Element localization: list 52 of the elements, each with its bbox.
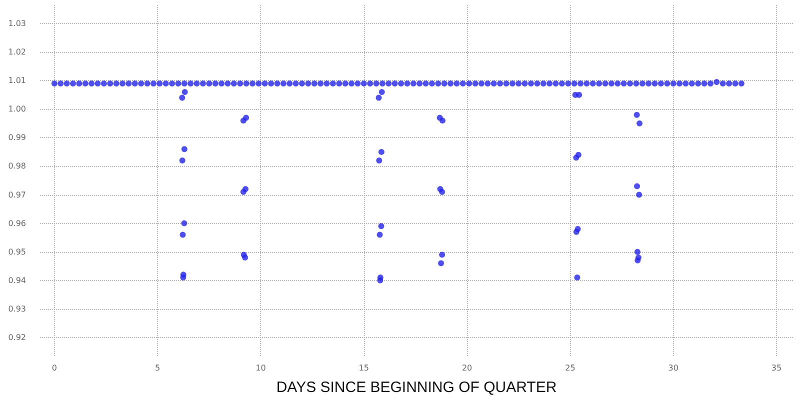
y-tick-label: 1.02 (8, 48, 26, 57)
point (376, 94, 382, 101)
y-tick-label: 0.99 (8, 133, 26, 142)
x-tick-label: 0 (52, 364, 57, 372)
y-tick-label: 0.98 (8, 162, 26, 171)
y-tick-label: 1.03 (8, 19, 26, 28)
point (378, 148, 384, 155)
point (179, 158, 186, 164)
point (439, 188, 446, 195)
y-tick-label: 0.95 (8, 247, 26, 256)
point (376, 232, 383, 238)
point (377, 277, 384, 284)
x-tick-label: 15 (358, 364, 369, 372)
point (634, 248, 640, 255)
point (243, 114, 250, 121)
y-tick-label: 0.96 (8, 218, 26, 228)
point (378, 89, 385, 96)
point (634, 183, 640, 190)
point (180, 274, 186, 281)
point (242, 186, 248, 192)
point (576, 92, 582, 98)
point (438, 260, 444, 266)
point (376, 158, 382, 164)
x-tick-label: 10 (256, 364, 266, 372)
y-tick-label: 0.94 (8, 276, 26, 285)
y-tick-label: 0.97 (8, 190, 26, 200)
y-tick-label: 0.92 (8, 332, 26, 342)
point (179, 94, 186, 101)
y-tick-label: 1.01 (8, 76, 26, 86)
point (573, 228, 580, 235)
y-tick-label: 1.00 (8, 104, 26, 114)
point (182, 89, 188, 96)
point (180, 232, 186, 238)
point (240, 252, 247, 258)
point (634, 112, 640, 118)
point (439, 252, 446, 258)
y-tick-label: 0.93 (8, 304, 26, 314)
x-tick-label: 20 (462, 364, 472, 372)
point (636, 120, 643, 126)
point (440, 118, 446, 124)
x-axis-title: DAYS SINCE BEGINNING OF QUARTER (276, 379, 557, 396)
x-tick-label: 25 (565, 364, 576, 372)
point (634, 257, 641, 264)
x-tick-label: 5 (155, 364, 160, 372)
point (181, 146, 188, 152)
point (574, 274, 580, 281)
point (378, 223, 384, 230)
point (573, 154, 580, 161)
x-tick-label: 30 (668, 364, 678, 372)
point (636, 192, 642, 198)
point (181, 220, 188, 226)
x-tick-label: 35 (771, 364, 782, 372)
